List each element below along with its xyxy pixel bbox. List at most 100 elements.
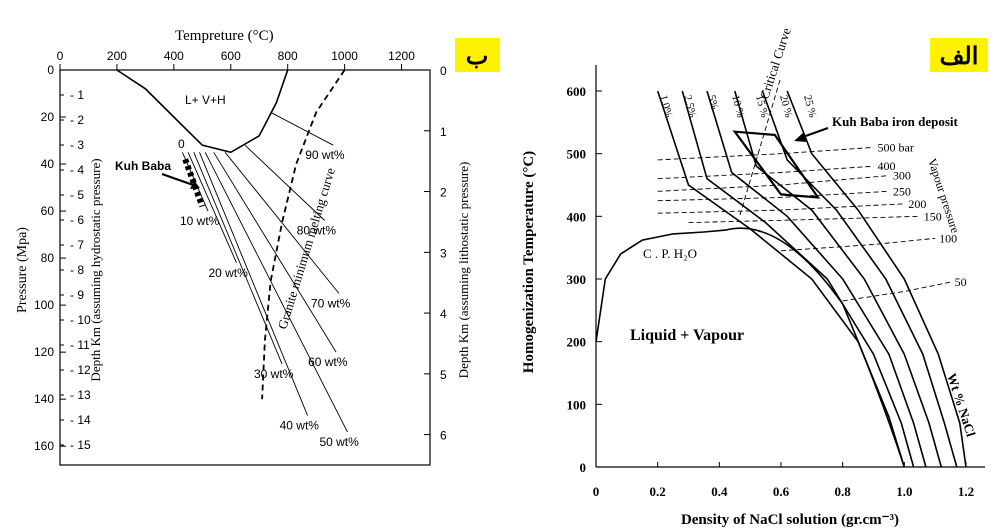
left-kuh-baba-arrowhead [190,181,200,189]
left-y-tick-label: 20 [41,110,55,124]
right-isobar-label: 500 bar [878,140,914,154]
left-kuh-baba-arrow [161,173,197,187]
left-isopleth-line [204,152,348,433]
right-y-tick-label: 300 [567,272,587,287]
right-x-tick-label: 0 [593,484,600,499]
left-isopleth-line [187,152,237,263]
left-y-tick-label: 140 [34,392,54,406]
left-isopleth-label: 50 wt% [319,435,359,449]
left-y-tick-label: 100 [34,298,54,312]
left-inner-depth-tick-label: - 11 [70,338,90,352]
left-inner-depth-tick-label: - 2 [70,113,84,127]
right-isobar-line [657,146,874,161]
left-y-tick-label: 120 [34,345,54,359]
right-isobar-label: 400 [878,159,896,173]
left-y-ticks: 0 20 40 60 80 100 120 140 160 [34,63,66,453]
left-isopleth-label: 80 wt% [297,223,337,237]
right-x-tick-label: 0.6 [773,484,790,499]
left-isopleths: 10 wt% 20 wt% 30 wt% 40 wt% 50 wt% 60 wt% 70 w… [180,111,359,449]
left-region-label: L+ V+H [185,93,226,107]
right-x-tick-label: 0.8 [835,484,852,499]
left-origin-label: 0 [178,137,185,151]
right-salinity-curve [761,90,958,468]
left-y-tick-label: 0 [47,63,54,77]
right-salinity-curve [786,90,967,468]
left-inner-depth-tick-label: - 15 [70,438,91,452]
left-inner-depth-tick-label: - 6 [70,213,84,227]
right-salinity-label: 10 % [729,94,747,119]
right-salinity-label: 2.5% [681,94,699,119]
right-isobar-label: 250 [893,184,911,198]
right-isobar-line [842,281,951,302]
left-top-tick-label: 200 [107,49,127,63]
left-right-depth-tick-label: 2 [440,186,447,200]
left-plot-frame [59,69,431,466]
right-isobar-label: 100 [939,231,957,245]
right-y-tick-label: 100 [567,397,587,412]
right-isobar-label: 150 [924,209,942,223]
left-isopleth-line [199,152,309,416]
left-inner-depth-ticks: - 1 - 2 - 3 - 4 - 5 - 6 - 7 - 8 - 9 - 10 - 11 - 12 -… [60,88,91,452]
left-inner-depth-tick-label: - 5 [70,188,84,202]
right-salinity-curves: 1.0% 2.5% 5% 10 % 15 % 20 % 25 % [656,90,967,468]
right-kuh-baba-box [732,130,821,199]
right-y-tick-label: 0 [580,460,587,475]
left-saturation-curve [116,69,289,154]
right-salinity-axis-label: Wt % NaCl [944,371,979,439]
left-inner-ylabel: Depth Km (assuming hydrostatic pressure) [88,158,103,381]
left-right-depth-tick-label: 1 [440,125,447,139]
left-isopleth-line [270,111,334,146]
left-top-ticks: 0 200 400 600 800 1000 1200 [57,49,415,70]
left-top-tick-label: 1000 [331,49,358,63]
left-y-tick-label: 40 [41,157,55,171]
left-kuh-baba-range [182,158,206,208]
right-y-tick-label: 500 [567,147,587,162]
right-salinity-label: 25 % [801,94,819,119]
left-right-depth-ticks: 0 1 2 3 4 5 6 [424,64,447,443]
right-isobar-line [657,165,874,180]
right-water-curve [595,227,906,468]
left-ylabel: Pressure (Mpa) [15,227,30,313]
left-panel-label: ب [466,44,489,70]
left-top-tick-label: 600 [221,49,241,63]
left-top-tick-label: 400 [164,49,184,63]
left-kuh-baba-label: Kuh Baba [115,159,171,173]
left-right-depth-tick-label: 0 [440,64,447,78]
right-salinity-curve [706,90,927,468]
right-x-tick-label: 0.2 [650,484,666,499]
left-top-xlabel: Tempreture (°C) [175,28,274,44]
left-inner-depth-tick-label: - 7 [70,238,84,252]
right-x-tick-label: 1.0 [896,484,912,499]
right-isobar-line [688,215,920,224]
left-right-depth-tick-label: 5 [440,368,447,382]
right-x-ticks: 0 0.2 0.4 0.6 0.8 1.0 1.2 [593,462,974,499]
left-right-depth-tick-label: 6 [440,429,447,443]
left-inner-depth-tick-label: - 14 [70,413,91,427]
right-xlabel: Density of NaCl solution (gr.cm⁻³) [681,512,899,528]
right-salinity-label: 5% [705,94,720,111]
right-y-tick-label: 400 [567,209,587,224]
left-isopleth-line [244,144,326,221]
left-isopleth-line [213,152,337,353]
left-isopleth-label: 30 wt% [254,367,294,381]
left-inner-depth-tick-label: - 8 [70,263,84,277]
left-inner-depth-tick-label: - 4 [70,163,84,177]
left-inner-depth-tick-label: - 12 [70,363,91,377]
right-isobar-label: 200 [908,197,926,211]
left-isopleth-label: 20 wt% [208,266,248,280]
right-deposit-label: Kuh Baba iron deposit [832,114,959,129]
left-inner-depth-tick-label: - 3 [70,138,84,152]
right-isobar-line [780,237,936,252]
right-y-tick-label: 600 [567,84,587,99]
left-top-tick-label: 1200 [388,49,415,63]
right-panel-label: الف [940,44,979,70]
right-water-curve-label: C . P. H₂O [643,246,697,261]
right-region-label: Liquid + Vapour [630,327,744,344]
left-y-tick-label: 80 [41,251,55,265]
right-isobar-line [657,190,889,202]
right-y-tick-label: 200 [567,335,587,350]
left-isopleth-label: 10 wt% [180,214,220,228]
left-right-ylabel: Depth Km (assuming lithostatic pressure) [456,162,471,379]
